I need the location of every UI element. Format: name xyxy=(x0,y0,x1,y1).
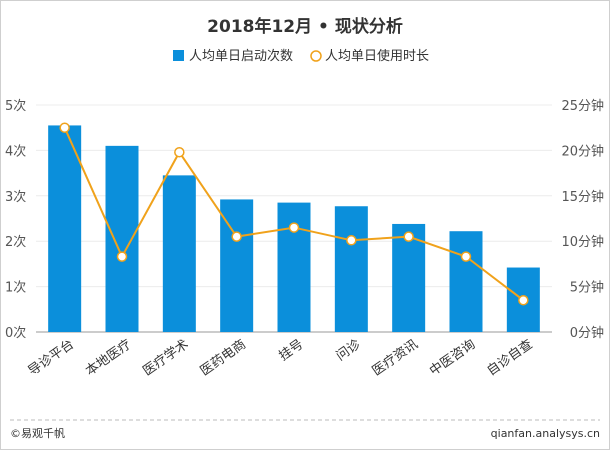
legend-label-starts: 人均单日启动次数 xyxy=(189,48,293,64)
legend-bar-swatch xyxy=(173,50,184,61)
line-point xyxy=(59,122,70,133)
bar xyxy=(449,231,483,332)
category-label: 医疗学术 xyxy=(140,336,192,379)
footer-site: qianfan.analysys.cn xyxy=(491,427,600,440)
y-left-tick-label: 5次 xyxy=(5,98,26,114)
category-label: 医药电商 xyxy=(198,337,249,379)
category-label: 导诊平台 xyxy=(26,337,77,379)
left-axis: 0次 1次 2次 3次 4次 5次 xyxy=(5,98,26,341)
line-point xyxy=(231,231,242,242)
y-left-tick-label: 1次 xyxy=(5,280,26,296)
y-right-tick-label: 0分钟 xyxy=(570,325,604,341)
category-axis: 导诊平台 本地医疗 医疗学术 医药电商 挂号 问诊 医疗资讯 中医咨询 自诊自查 xyxy=(26,336,536,379)
line-point xyxy=(288,222,300,233)
y-left-tick-label: 2次 xyxy=(5,234,26,250)
line-point xyxy=(116,251,128,262)
category-label: 医疗资讯 xyxy=(370,337,421,379)
y-right-tick-label: 25分钟 xyxy=(561,98,604,114)
category-label: 中医咨询 xyxy=(427,337,478,379)
line-point xyxy=(403,231,414,242)
line-point xyxy=(346,235,357,246)
footer-source: ©易观千帆 xyxy=(10,426,65,440)
y-left-tick-label: 4次 xyxy=(5,143,26,159)
y-right-tick-label: 5分钟 xyxy=(570,280,604,296)
bar xyxy=(162,175,196,332)
bar xyxy=(277,202,311,332)
category-label: 挂号 xyxy=(276,337,306,364)
bar xyxy=(105,145,139,332)
y-left-tick-label: 3次 xyxy=(5,189,26,205)
legend-line-swatch xyxy=(310,50,322,62)
line-series xyxy=(59,122,529,306)
legend-label-duration: 人均单日使用时长 xyxy=(325,48,429,64)
line-point xyxy=(460,251,472,262)
right-axis: 0分钟 5分钟 10分钟 15分钟 20分钟 25分钟 xyxy=(561,98,604,341)
bar xyxy=(392,223,426,332)
category-label: 问诊 xyxy=(334,337,364,364)
category-label: 自诊自查 xyxy=(484,337,535,379)
chart-title: 2018年12月 • 现状分析 xyxy=(207,16,403,37)
y-right-tick-label: 15分钟 xyxy=(561,189,604,205)
line-point xyxy=(518,294,529,306)
line-point xyxy=(174,146,185,158)
y-right-tick-label: 20分钟 xyxy=(561,143,604,159)
legend: 人均单日启动次数 人均单日使用时长 xyxy=(173,48,429,64)
y-right-tick-label: 10分钟 xyxy=(561,234,604,250)
bar-series xyxy=(48,125,540,333)
bar xyxy=(48,125,82,333)
y-left-tick-label: 0次 xyxy=(5,325,26,341)
bar xyxy=(334,206,368,332)
category-label: 本地医疗 xyxy=(83,337,134,379)
